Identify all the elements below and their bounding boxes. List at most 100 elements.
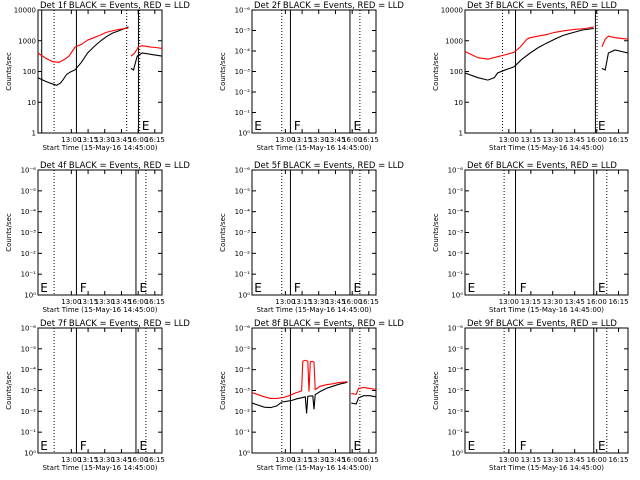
y-tick-label: 10⁻⁴ [448, 208, 464, 216]
y-tick-label: 10⁻³ [21, 387, 37, 395]
x-tick-label: 16:15 [608, 456, 628, 464]
series-events-line [464, 27, 594, 81]
plot-frame [464, 9, 629, 134]
x-axis-label: Start Time (15-May-16 14:45:00) [42, 306, 157, 314]
x-tick-label: 13:00 [61, 136, 81, 144]
y-tick-label: 10⁻² [21, 250, 37, 258]
flag-label: E [468, 281, 476, 295]
x-axis-label: Start Time (15-May-16 14:45:00) [256, 306, 371, 314]
y-tick-label: 10⁻⁵ [448, 187, 464, 195]
plot-frame [37, 9, 163, 134]
flag-label: E [40, 281, 48, 295]
y-tick-label: 10⁰ [451, 292, 463, 300]
panel-title: Det 6f BLACK = Events, RED = LLD [467, 161, 617, 171]
series-lld-line [130, 45, 163, 57]
plot-frame [251, 169, 377, 296]
y-tick-label: 10⁻³ [448, 387, 464, 395]
y-tick-label: 1000 [18, 37, 36, 45]
y-tick-label: 100 [23, 68, 36, 76]
y-tick-label: 10⁻⁴ [448, 366, 464, 374]
y-tick-label: 10⁻¹ [21, 271, 37, 279]
y-tick-label: 10⁻⁶ [21, 325, 37, 333]
flag-label: E [598, 281, 606, 295]
panel-det1f: Det 1f BLACK = Events, RED = LLD 1 10 100 10… [5, 1, 190, 152]
x-tick-label: 16:15 [359, 298, 379, 306]
flag-label: E [40, 439, 48, 453]
y-axis-label: Counts/sec [5, 371, 13, 410]
x-tick-label: 13:00 [499, 136, 519, 144]
flag-label: E [139, 281, 147, 295]
panel-det7f: Det 7f BLACK = Events, RED = LLD 10⁰ 10⁻¹ 1… [5, 319, 190, 472]
x-tick-label: 16:00 [342, 298, 362, 306]
x-tick-label: 13:15 [292, 298, 312, 306]
x-tick-label: 13:45 [325, 298, 345, 306]
panel-title: Det 5f BLACK = Events, RED = LLD [254, 161, 404, 171]
plot-frame [37, 327, 163, 454]
x-axis-label: Start Time (15-May-16 14:45:00) [256, 144, 371, 152]
x-tick-label: 13:30 [309, 298, 329, 306]
series-events-line [251, 381, 348, 414]
panel-det3f: Det 3f BLACK = Events, RED = LLD 1 10 100 10… [432, 1, 629, 152]
y-tick-label: 10⁻⁶ [21, 167, 37, 175]
x-axis-label: Start Time (15-May-16 14:45:00) [489, 306, 604, 314]
flag-label: F [80, 281, 87, 295]
x-tick-label: 13:45 [111, 298, 131, 306]
y-tick-label: 1000 [445, 37, 463, 45]
y-tick-label: 10⁻² [448, 250, 464, 258]
plot-frame [464, 327, 629, 454]
series-events-line [130, 52, 163, 71]
flag-label: F [294, 119, 301, 133]
x-tick-label: 13:45 [111, 456, 131, 464]
y-tick-label: 10⁻⁵ [21, 345, 37, 353]
y-tick-label: 10⁻² [235, 89, 251, 97]
x-tick-label: 16:00 [342, 456, 362, 464]
x-tick-label: 13:45 [565, 136, 585, 144]
y-tick-label: 10⁻⁴ [235, 366, 251, 374]
y-tick-label: 10⁻⁵ [235, 27, 251, 35]
series-events-line [601, 49, 629, 71]
plot-frame [251, 9, 377, 134]
x-tick-label: 16:00 [128, 136, 148, 144]
x-tick-label: 16:15 [145, 136, 165, 144]
panel-det6f: Det 6f BLACK = Events, RED = LLD 10⁰ 10⁻¹ 1… [432, 161, 629, 314]
x-tick-label: 16:15 [359, 456, 379, 464]
y-tick-label: 10⁻⁵ [235, 345, 251, 353]
x-axis-label: Start Time (15-May-16 14:45:00) [256, 464, 371, 472]
y-tick-label: 10⁻⁴ [21, 366, 37, 374]
y-tick-label: 10⁻⁵ [21, 187, 37, 195]
x-tick-label: 13:00 [499, 456, 519, 464]
x-tick-label: 16:15 [145, 456, 165, 464]
y-tick-label: 10⁻³ [235, 387, 251, 395]
x-tick-label: 13:45 [325, 456, 345, 464]
x-tick-label: 16:15 [608, 298, 628, 306]
series-events-line [351, 395, 377, 405]
panel-title: Det 8f BLACK = Events, RED = LLD [254, 319, 404, 329]
y-axis-label: Counts/sec [432, 52, 440, 91]
y-tick-label: 10⁻⁴ [21, 208, 37, 216]
panel-det9f: Det 9f BLACK = Events, RED = LLD 10⁰ 10⁻¹ 1… [432, 319, 629, 472]
flag-label: E [353, 119, 361, 133]
y-tick-label: 10⁻² [235, 408, 251, 416]
y-tick-label: 10⁰ [238, 450, 250, 458]
x-tick-label: 13:30 [309, 456, 329, 464]
x-tick-label: 13:15 [78, 298, 98, 306]
y-tick-label: 1 [459, 130, 463, 138]
y-tick-label: 10⁻³ [235, 229, 251, 237]
x-tick-label: 13:30 [95, 136, 115, 144]
x-tick-label: 13:15 [78, 136, 98, 144]
flag-label: E [598, 119, 606, 133]
y-tick-label: 10⁻¹ [21, 429, 37, 437]
x-tick-label: 16:00 [587, 136, 607, 144]
panel-det2f: Det 2f BLACK = Events, RED = LLD 10⁰ 10⁻¹ 1… [219, 1, 404, 152]
x-tick-label: 13:15 [292, 136, 312, 144]
y-tick-label: 10⁻⁶ [448, 167, 464, 175]
y-tick-label: 10⁻¹ [235, 109, 251, 117]
flag-label: E [353, 281, 361, 295]
x-tick-label: 16:00 [587, 298, 607, 306]
x-tick-label: 13:30 [543, 456, 563, 464]
x-tick-label: 16:00 [587, 456, 607, 464]
x-tick-label: 13:00 [499, 298, 519, 306]
y-tick-label: 10⁻⁵ [448, 345, 464, 353]
flag-label: E [142, 119, 150, 133]
